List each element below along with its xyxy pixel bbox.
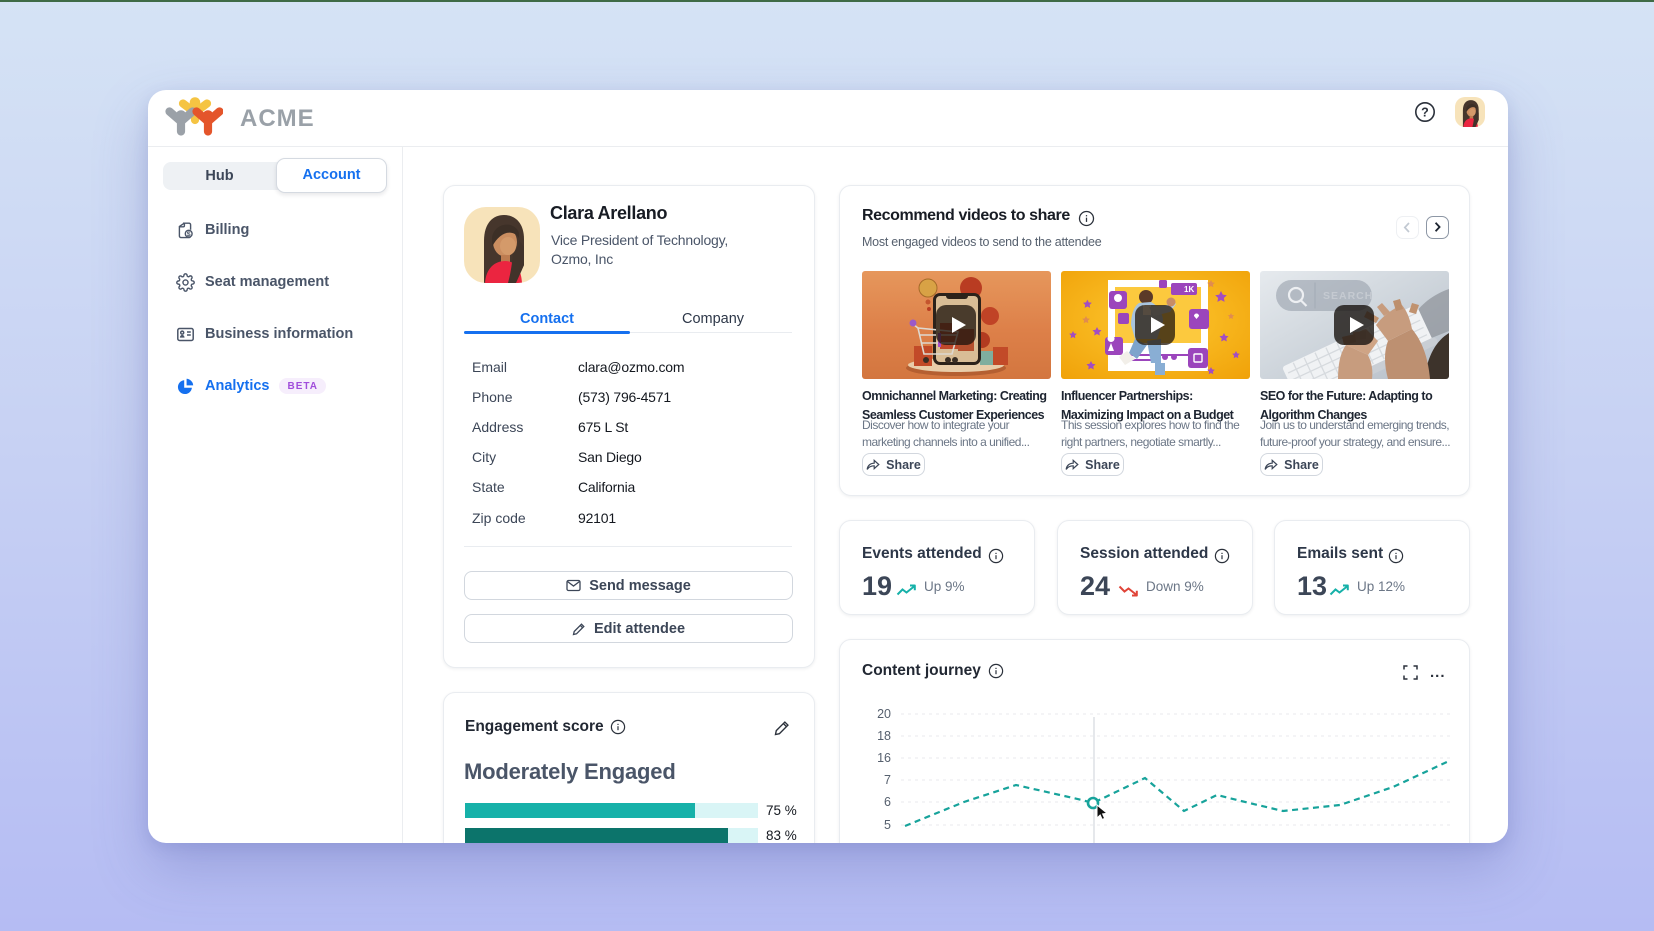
- svg-text:20: 20: [877, 707, 891, 721]
- svg-text:SEARCH: SEARCH: [1323, 290, 1373, 302]
- svg-text:5: 5: [884, 818, 891, 832]
- svg-text:18: 18: [877, 729, 891, 743]
- svg-text:7: 7: [884, 773, 891, 787]
- svg-text:6: 6: [884, 795, 891, 809]
- svg-text:1K: 1K: [1184, 285, 1194, 294]
- svg-text:$: $: [187, 231, 191, 238]
- svg-text:16: 16: [877, 751, 891, 765]
- svg-text:?: ?: [1421, 106, 1429, 120]
